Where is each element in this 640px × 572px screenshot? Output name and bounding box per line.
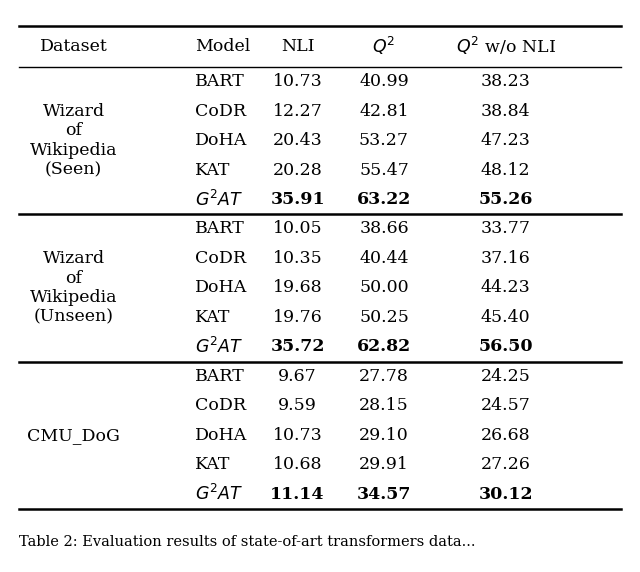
Text: 10.05: 10.05 bbox=[273, 220, 323, 237]
Text: 10.68: 10.68 bbox=[273, 456, 323, 473]
Text: Dataset: Dataset bbox=[40, 38, 108, 55]
Text: CMU_DoG: CMU_DoG bbox=[27, 427, 120, 444]
Text: 38.66: 38.66 bbox=[359, 220, 409, 237]
Text: 24.25: 24.25 bbox=[481, 368, 531, 385]
Text: 40.99: 40.99 bbox=[359, 73, 409, 90]
Text: 24.57: 24.57 bbox=[481, 397, 531, 414]
Text: 37.16: 37.16 bbox=[481, 250, 531, 267]
Text: 33.77: 33.77 bbox=[481, 220, 531, 237]
Text: BART: BART bbox=[195, 73, 245, 90]
Text: 35.72: 35.72 bbox=[271, 338, 324, 355]
Text: 28.15: 28.15 bbox=[359, 397, 409, 414]
Text: 10.35: 10.35 bbox=[273, 250, 323, 267]
Text: 38.23: 38.23 bbox=[481, 73, 531, 90]
Text: 27.26: 27.26 bbox=[481, 456, 531, 473]
Text: 50.25: 50.25 bbox=[359, 309, 409, 326]
Text: Table 2: Evaluation results of state-of-art transformers data...: Table 2: Evaluation results of state-of-… bbox=[19, 535, 476, 549]
Text: DoHA: DoHA bbox=[195, 279, 248, 296]
Text: 62.82: 62.82 bbox=[357, 338, 411, 355]
Text: 34.57: 34.57 bbox=[356, 486, 412, 503]
Text: 20.43: 20.43 bbox=[273, 132, 323, 149]
Text: 35.91: 35.91 bbox=[270, 191, 325, 208]
Text: 56.50: 56.50 bbox=[478, 338, 533, 355]
Text: CoDR: CoDR bbox=[195, 102, 246, 120]
Text: 11.14: 11.14 bbox=[270, 486, 325, 503]
Text: 40.44: 40.44 bbox=[359, 250, 409, 267]
Text: 55.47: 55.47 bbox=[359, 161, 409, 178]
Text: 27.78: 27.78 bbox=[359, 368, 409, 385]
Text: $Q^2$: $Q^2$ bbox=[372, 35, 396, 57]
Text: Model: Model bbox=[195, 38, 250, 55]
Text: 30.12: 30.12 bbox=[478, 486, 533, 503]
Text: 9.67: 9.67 bbox=[278, 368, 317, 385]
Text: Wizard
of
Wikipedia
(Seen): Wizard of Wikipedia (Seen) bbox=[30, 102, 117, 178]
Text: 29.10: 29.10 bbox=[359, 427, 409, 444]
Text: NLI: NLI bbox=[281, 38, 314, 55]
Text: CoDR: CoDR bbox=[195, 250, 246, 267]
Text: 20.28: 20.28 bbox=[273, 161, 323, 178]
Text: Wizard
of
Wikipedia
(Unseen): Wizard of Wikipedia (Unseen) bbox=[30, 250, 117, 326]
Text: 12.27: 12.27 bbox=[273, 102, 323, 120]
Text: 19.68: 19.68 bbox=[273, 279, 323, 296]
Text: 53.27: 53.27 bbox=[359, 132, 409, 149]
Text: BART: BART bbox=[195, 220, 245, 237]
Text: 29.91: 29.91 bbox=[359, 456, 409, 473]
Text: DoHA: DoHA bbox=[195, 427, 248, 444]
Text: 44.23: 44.23 bbox=[481, 279, 531, 296]
Text: 10.73: 10.73 bbox=[273, 427, 323, 444]
Text: 42.81: 42.81 bbox=[359, 102, 409, 120]
Text: 55.26: 55.26 bbox=[479, 191, 532, 208]
Text: 19.76: 19.76 bbox=[273, 309, 323, 326]
Text: 63.22: 63.22 bbox=[357, 191, 411, 208]
Text: $Q^2$ w/o NLI: $Q^2$ w/o NLI bbox=[456, 35, 556, 57]
Text: DoHA: DoHA bbox=[195, 132, 248, 149]
Text: BART: BART bbox=[195, 368, 245, 385]
Text: 26.68: 26.68 bbox=[481, 427, 531, 444]
Text: 45.40: 45.40 bbox=[481, 309, 531, 326]
Text: 47.23: 47.23 bbox=[481, 132, 531, 149]
Text: 50.00: 50.00 bbox=[359, 279, 409, 296]
Text: $G^2AT$: $G^2AT$ bbox=[195, 337, 244, 357]
Text: KAT: KAT bbox=[195, 309, 230, 326]
Text: KAT: KAT bbox=[195, 456, 230, 473]
Text: $G^2AT$: $G^2AT$ bbox=[195, 484, 244, 504]
Text: CoDR: CoDR bbox=[195, 397, 246, 414]
Text: $G^2AT$: $G^2AT$ bbox=[195, 189, 244, 209]
Text: 10.73: 10.73 bbox=[273, 73, 323, 90]
Text: 38.84: 38.84 bbox=[481, 102, 531, 120]
Text: KAT: KAT bbox=[195, 161, 230, 178]
Text: 9.59: 9.59 bbox=[278, 397, 317, 414]
Text: 48.12: 48.12 bbox=[481, 161, 531, 178]
